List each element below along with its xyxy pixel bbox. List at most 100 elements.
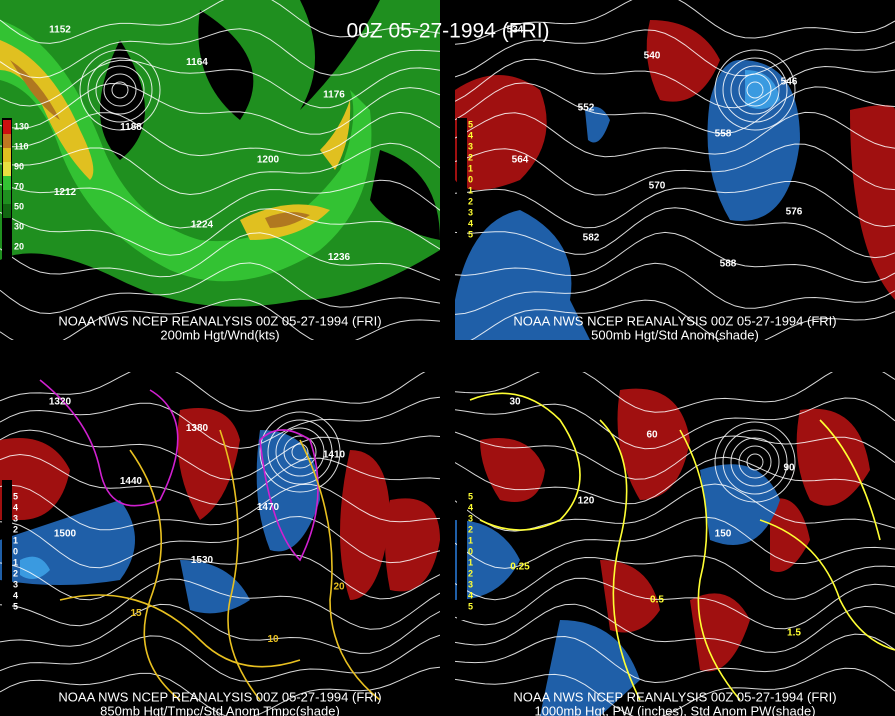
panel-1000mb (455, 372, 895, 716)
low-contour (103, 73, 137, 107)
low-contour (722, 57, 788, 123)
legend-label: 1 (13, 535, 18, 545)
legend-label: 3 (468, 579, 473, 589)
contour-label: 1176 (323, 90, 345, 101)
low-contour (283, 435, 317, 469)
contour-label: 150 (715, 529, 732, 540)
legend-label: 4 (468, 590, 473, 600)
height-contour (0, 232, 440, 281)
legend-label: 110 (14, 141, 29, 151)
legend-label: 4 (13, 590, 18, 600)
height-contour (0, 142, 440, 196)
low-contour (738, 445, 772, 479)
panel-caption: 200mb Hgt/Wnd(kts) (160, 327, 279, 342)
height-contour (455, 555, 895, 601)
labels: NOAA NWS NCEP REANALYSIS 00Z 05-27-1994 … (13, 25, 837, 716)
legend-label: 2 (13, 568, 18, 578)
contour-label: 1200 (257, 155, 280, 166)
height-contour (0, 28, 440, 79)
height-contour (455, 577, 895, 630)
low-contour (722, 429, 788, 495)
height-contour (455, 82, 895, 135)
legend-label: 50 (14, 201, 24, 211)
contour-label: 588 (720, 259, 737, 270)
low-contour (111, 81, 129, 99)
low-contour (746, 81, 764, 99)
height-contour (0, 372, 426, 412)
legend-label: 5 (13, 491, 18, 501)
legend-label: 1 (468, 557, 473, 567)
contour-label: 15 (130, 608, 142, 619)
contour-label: 1188 (120, 122, 142, 133)
contour-label: 540 (644, 51, 661, 62)
low-contour (87, 57, 153, 123)
contour-label: 1470 (257, 502, 280, 513)
height-contour (455, 633, 895, 684)
height-contour (455, 181, 895, 229)
low-contour (714, 49, 796, 131)
panel-caption: 500mb Hgt/Std Anom(shade) (591, 327, 759, 342)
legend-label: 2 (468, 568, 473, 578)
height-contour (455, 262, 895, 315)
height-contour (455, 516, 895, 569)
legend-label: 3 (468, 513, 473, 523)
contour-label: 1.5 (787, 628, 801, 639)
legend-label: 3 (13, 513, 18, 523)
contour-label: 1236 (328, 252, 351, 263)
contour-label: 1224 (191, 220, 214, 231)
legend-label: 4 (468, 502, 473, 512)
contour-label: 10 (267, 634, 279, 645)
height-contour (455, 231, 895, 284)
panel-200mb (0, 0, 440, 340)
low-contour (267, 419, 333, 485)
legend-label: 130 (14, 121, 29, 131)
height-contour (455, 29, 895, 78)
legend-label: 0 (468, 546, 473, 556)
legend-label: 1 (468, 185, 473, 195)
height-contour (455, 603, 895, 653)
legend-label: 2 (468, 524, 473, 534)
legend-label: 5 (468, 491, 473, 501)
legend-label: 1 (468, 535, 473, 545)
legend-label: 1 (468, 163, 473, 173)
contour-label: 60 (646, 430, 658, 441)
legend-label: 90 (14, 161, 24, 171)
legend-label: 4 (468, 218, 473, 228)
panel-caption: NOAA NWS NCEP REANALYSIS 00Z 05-27-1994 … (513, 689, 836, 704)
height-contour (455, 372, 895, 413)
legend-label: 5 (468, 601, 473, 611)
height-contour (0, 59, 440, 109)
contour-label: 564 (512, 155, 529, 166)
height-contour (455, 111, 895, 158)
height-contour (0, 429, 440, 481)
contour-label: 0.5 (650, 595, 664, 606)
contour-label: 1530 (191, 555, 214, 566)
contour-label: 30 (509, 397, 521, 408)
height-contour (0, 298, 440, 340)
legend-label: 5 (468, 119, 473, 129)
height-contour (0, 666, 440, 716)
contour-label: 1410 (323, 449, 346, 460)
panel-caption: 1000mb Hgt, PW (inches), Std Anom PW(sha… (534, 703, 815, 716)
height-contour (455, 431, 895, 480)
height-contour (0, 483, 440, 531)
height-contour (455, 58, 895, 109)
legend-label: 70 (14, 181, 24, 191)
contour-label: 1320 (49, 397, 72, 408)
height-contour (0, 515, 440, 569)
legend-label: 30 (14, 221, 24, 231)
legend-label: 2 (468, 152, 473, 162)
height-contour (455, 207, 895, 259)
contour-label: 1212 (54, 187, 77, 198)
height-contour (470, 299, 895, 340)
legend-label: 1 (13, 557, 18, 567)
contour-label: 1440 (120, 476, 143, 487)
height-contour (455, 456, 895, 505)
low-contour (291, 443, 309, 461)
contour-label: 1164 (186, 57, 208, 68)
panel-caption: NOAA NWS NCEP REANALYSIS 00Z 05-27-1994 … (58, 689, 381, 704)
height-contour (455, 143, 895, 196)
low-contour (730, 437, 780, 487)
contour-label: 552 (578, 103, 595, 114)
contour-label: 558 (715, 129, 732, 140)
